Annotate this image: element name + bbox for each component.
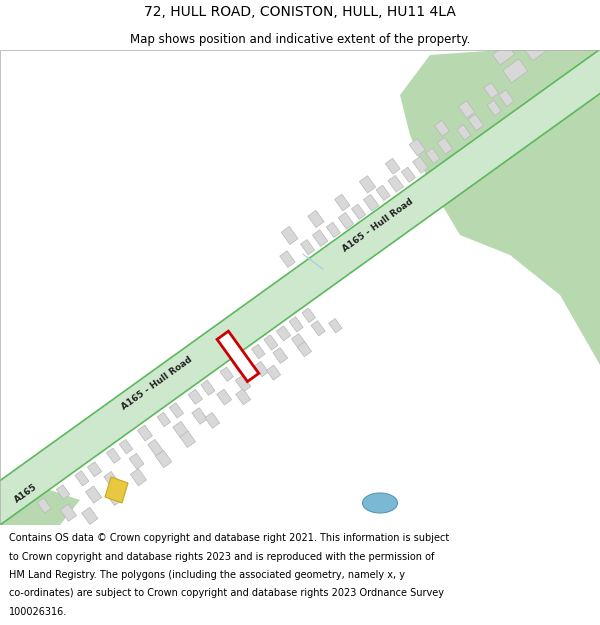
Polygon shape bbox=[524, 36, 551, 61]
Polygon shape bbox=[499, 90, 514, 106]
Text: A165 - Hull Road: A165 - Hull Road bbox=[120, 355, 194, 412]
Polygon shape bbox=[385, 158, 400, 174]
Polygon shape bbox=[106, 448, 121, 463]
Polygon shape bbox=[88, 462, 102, 477]
Polygon shape bbox=[329, 319, 342, 333]
Polygon shape bbox=[85, 486, 102, 503]
Polygon shape bbox=[106, 488, 122, 506]
Polygon shape bbox=[173, 421, 188, 437]
Polygon shape bbox=[251, 344, 265, 359]
Polygon shape bbox=[524, 21, 544, 40]
Polygon shape bbox=[311, 321, 325, 336]
Polygon shape bbox=[484, 82, 499, 98]
Polygon shape bbox=[264, 335, 278, 350]
Polygon shape bbox=[426, 148, 440, 163]
Polygon shape bbox=[301, 239, 314, 255]
Polygon shape bbox=[57, 526, 74, 545]
Polygon shape bbox=[137, 425, 152, 441]
Polygon shape bbox=[104, 471, 119, 488]
Polygon shape bbox=[129, 453, 144, 469]
Polygon shape bbox=[388, 176, 403, 192]
Polygon shape bbox=[0, 42, 600, 524]
Text: Contains OS data © Crown copyright and database right 2021. This information is : Contains OS data © Crown copyright and d… bbox=[9, 533, 449, 543]
Polygon shape bbox=[313, 230, 328, 246]
Polygon shape bbox=[326, 222, 340, 238]
Polygon shape bbox=[457, 125, 471, 140]
Polygon shape bbox=[119, 439, 133, 454]
Polygon shape bbox=[297, 342, 311, 357]
Polygon shape bbox=[188, 389, 203, 404]
Polygon shape bbox=[280, 251, 295, 268]
Polygon shape bbox=[542, 21, 567, 44]
Polygon shape bbox=[277, 326, 291, 341]
Polygon shape bbox=[180, 431, 196, 447]
Polygon shape bbox=[468, 114, 484, 131]
Polygon shape bbox=[192, 408, 207, 424]
Polygon shape bbox=[60, 504, 77, 521]
Polygon shape bbox=[148, 439, 163, 456]
Polygon shape bbox=[130, 469, 146, 486]
Polygon shape bbox=[82, 508, 98, 524]
Polygon shape bbox=[56, 485, 70, 499]
Text: Map shows position and indicative extent of the property.: Map shows position and indicative extent… bbox=[130, 32, 470, 46]
Text: co-ordinates) are subject to Crown copyright and database rights 2023 Ordnance S: co-ordinates) are subject to Crown copyr… bbox=[9, 589, 444, 599]
Text: 100026316.: 100026316. bbox=[9, 607, 67, 617]
Polygon shape bbox=[75, 471, 89, 486]
Polygon shape bbox=[359, 176, 376, 193]
Polygon shape bbox=[487, 101, 501, 116]
Polygon shape bbox=[266, 365, 281, 380]
Polygon shape bbox=[335, 194, 350, 211]
Ellipse shape bbox=[362, 493, 398, 513]
Text: HM Land Registry. The polygons (including the associated geometry, namely x, y: HM Land Registry. The polygons (includin… bbox=[9, 570, 405, 580]
Polygon shape bbox=[409, 139, 425, 156]
Polygon shape bbox=[434, 121, 449, 136]
Polygon shape bbox=[338, 213, 353, 229]
Polygon shape bbox=[437, 138, 453, 154]
Polygon shape bbox=[493, 44, 515, 65]
Polygon shape bbox=[400, 50, 600, 525]
Polygon shape bbox=[217, 331, 259, 381]
Polygon shape bbox=[302, 308, 316, 322]
Text: to Crown copyright and database rights 2023 and is reproduced with the permissio: to Crown copyright and database rights 2… bbox=[9, 551, 434, 561]
Polygon shape bbox=[308, 211, 324, 227]
Polygon shape bbox=[281, 226, 298, 244]
Polygon shape bbox=[254, 361, 268, 377]
Polygon shape bbox=[220, 367, 233, 381]
Text: A165 - Hull Road: A165 - Hull Road bbox=[341, 197, 415, 254]
Polygon shape bbox=[232, 357, 247, 373]
Polygon shape bbox=[364, 194, 379, 211]
Polygon shape bbox=[458, 101, 475, 118]
Text: A165: A165 bbox=[13, 482, 39, 505]
Polygon shape bbox=[503, 59, 528, 82]
Polygon shape bbox=[352, 204, 365, 219]
Polygon shape bbox=[217, 389, 232, 405]
Polygon shape bbox=[235, 375, 251, 392]
Polygon shape bbox=[155, 451, 172, 468]
Text: 72, HULL ROAD, CONISTON, HULL, HU11 4LA: 72, HULL ROAD, CONISTON, HULL, HU11 4LA bbox=[144, 6, 456, 19]
Polygon shape bbox=[289, 317, 303, 332]
Polygon shape bbox=[401, 167, 415, 182]
Polygon shape bbox=[169, 402, 184, 418]
Polygon shape bbox=[273, 348, 288, 363]
Polygon shape bbox=[0, 490, 80, 525]
Polygon shape bbox=[105, 477, 128, 503]
Polygon shape bbox=[157, 412, 170, 427]
Polygon shape bbox=[376, 185, 390, 201]
Polygon shape bbox=[236, 389, 251, 405]
Polygon shape bbox=[205, 412, 220, 428]
Polygon shape bbox=[413, 156, 428, 173]
Polygon shape bbox=[37, 498, 51, 513]
Polygon shape bbox=[292, 334, 307, 350]
Polygon shape bbox=[201, 380, 215, 396]
